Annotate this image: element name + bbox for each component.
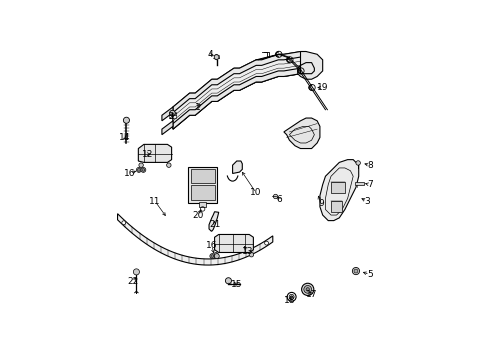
Circle shape [169, 110, 175, 116]
Circle shape [352, 267, 359, 275]
Bar [355, 182, 364, 185]
Circle shape [141, 167, 145, 172]
Circle shape [142, 168, 144, 171]
Text: 13: 13 [242, 247, 253, 256]
Text: 10: 10 [250, 188, 262, 197]
Text: 17: 17 [305, 289, 317, 298]
Bar [191, 185, 214, 200]
Polygon shape [319, 159, 358, 221]
Polygon shape [284, 118, 319, 149]
Bar [199, 202, 206, 207]
Text: 20: 20 [192, 211, 203, 220]
Polygon shape [117, 214, 272, 265]
Circle shape [210, 255, 213, 257]
Text: 19: 19 [316, 83, 328, 92]
Circle shape [355, 161, 360, 165]
Polygon shape [173, 57, 305, 129]
Bar [168, 112, 176, 118]
Circle shape [166, 163, 171, 167]
Circle shape [122, 221, 125, 225]
Text: 9: 9 [318, 199, 324, 208]
Circle shape [264, 241, 268, 245]
Bar [330, 182, 344, 193]
Polygon shape [208, 212, 218, 231]
Text: 16: 16 [124, 169, 136, 178]
Circle shape [214, 55, 219, 59]
Text: 11: 11 [149, 197, 161, 206]
Polygon shape [162, 107, 173, 121]
Circle shape [213, 252, 218, 257]
Circle shape [305, 288, 309, 291]
Text: 3: 3 [364, 197, 369, 206]
Polygon shape [162, 121, 173, 135]
Circle shape [225, 278, 231, 284]
Text: 12: 12 [142, 150, 153, 158]
Polygon shape [173, 68, 305, 129]
Text: 6: 6 [276, 195, 282, 204]
Text: 18: 18 [283, 297, 295, 306]
Text: 21: 21 [208, 220, 220, 229]
Circle shape [139, 163, 143, 167]
Circle shape [353, 269, 357, 273]
Text: 15: 15 [230, 280, 242, 289]
Bar [191, 169, 214, 183]
Circle shape [123, 117, 129, 123]
Circle shape [133, 269, 139, 275]
Circle shape [249, 252, 253, 257]
Text: 16: 16 [205, 241, 217, 250]
Text: 5: 5 [366, 270, 372, 279]
Circle shape [273, 194, 277, 199]
Text: 14: 14 [119, 133, 130, 142]
Circle shape [214, 253, 219, 258]
Bar [188, 167, 217, 203]
Polygon shape [297, 51, 322, 79]
Polygon shape [214, 234, 253, 252]
Polygon shape [300, 57, 305, 74]
Text: 22: 22 [127, 277, 138, 286]
Circle shape [288, 294, 293, 299]
Text: 1: 1 [195, 103, 201, 112]
Circle shape [209, 253, 214, 258]
Circle shape [137, 168, 140, 171]
Circle shape [136, 167, 141, 172]
Circle shape [290, 296, 292, 298]
Polygon shape [173, 51, 305, 112]
Text: 7: 7 [366, 180, 372, 189]
Text: 2: 2 [168, 112, 174, 121]
Text: 4: 4 [207, 50, 213, 59]
Circle shape [301, 283, 313, 296]
Polygon shape [138, 144, 171, 162]
Bar [330, 201, 342, 212]
Polygon shape [232, 161, 242, 174]
Circle shape [303, 285, 311, 293]
Text: 8: 8 [366, 161, 372, 170]
Polygon shape [173, 51, 305, 129]
